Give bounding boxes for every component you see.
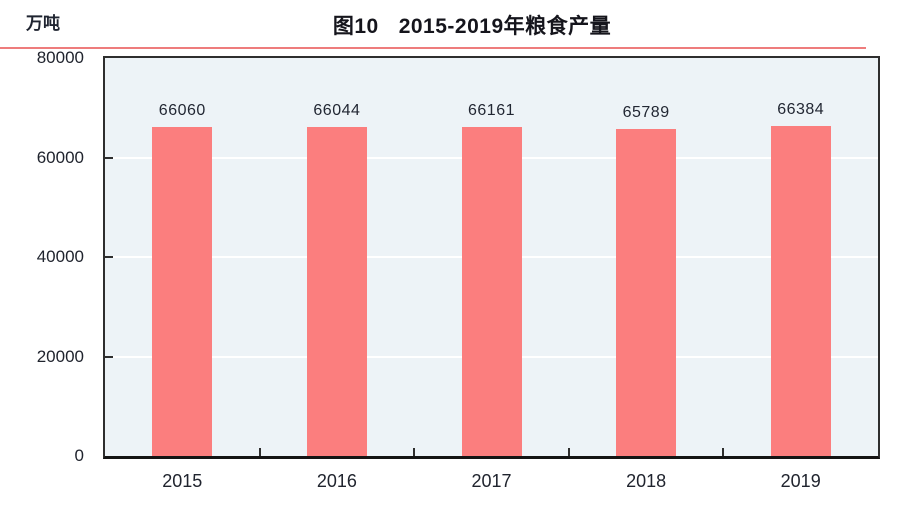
- bar-value-label-2017: 66161: [468, 101, 515, 119]
- x-category-label-2016: 2016: [316, 471, 357, 491]
- bar-2015: [152, 127, 213, 456]
- x-axis-tick-3: [567, 448, 570, 456]
- x-axis-tick-4: [722, 448, 725, 456]
- chart-title: 图10 2015-2019年粮食产量: [44, 10, 900, 40]
- bar-value-label-2015: 66060: [158, 102, 206, 120]
- y-axis: 0 20000 40000 60000 80000: [0, 0, 84, 508]
- bar-value-label-2018: 65789: [622, 103, 670, 121]
- x-axis: 2015 2016 2017 2018 2019: [103, 471, 880, 497]
- y-tick-label-80000: 80000: [36, 48, 84, 67]
- x-category-label-2018: 2018: [626, 471, 667, 491]
- y-tick-label-60000: 60000: [36, 147, 84, 167]
- y-axis-unit-label: 万吨: [26, 14, 60, 33]
- x-axis-tick-1: [258, 448, 261, 456]
- y-tick-label-40000: 40000: [36, 247, 84, 266]
- x-category-label-2015: 2015: [162, 471, 203, 491]
- y-axis-tick-60000: [105, 156, 113, 159]
- bar-2016: [306, 127, 367, 456]
- bar-2017: [461, 126, 522, 456]
- plot-inner: 66060 66044 66161 65789 66384: [105, 58, 878, 456]
- bar-2019: [770, 125, 831, 456]
- title-underline-rule: [0, 47, 866, 49]
- y-tick-label-20000: 20000: [36, 346, 84, 366]
- x-axis-tick-2: [413, 448, 416, 456]
- bar-value-label-2019: 66384: [777, 100, 825, 118]
- plot-area: 66060 66044 66161 65789 66384: [103, 56, 880, 459]
- x-category-label-2017: 2017: [471, 471, 512, 491]
- chart-title-text: 2015-2019年粮食产量: [398, 15, 612, 38]
- y-tick-label-0: 0: [74, 446, 84, 465]
- bar-value-label-2016: 66044: [313, 102, 361, 120]
- bar-2018: [616, 128, 677, 456]
- y-axis-tick-20000: [105, 355, 113, 358]
- x-category-label-2019: 2019: [780, 471, 821, 491]
- y-axis-tick-40000: [105, 256, 113, 258]
- figure-number: 图10: [332, 15, 379, 38]
